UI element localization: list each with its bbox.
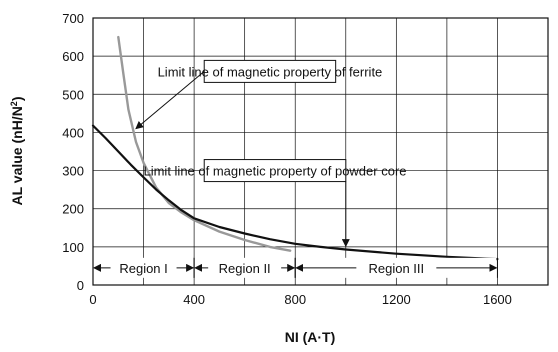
- x-tick-label: 1600: [483, 292, 512, 307]
- grid-lines: [93, 18, 548, 285]
- region-label-background: [356, 258, 437, 277]
- ferrite-callout-arrow: [135, 71, 205, 130]
- x-tick-label: 1200: [382, 292, 411, 307]
- region-layer: Region I Region II Region III: [92, 257, 498, 278]
- y-tick-label: 0: [77, 278, 84, 293]
- y-tick-label: 500: [62, 87, 84, 102]
- y-tick-label: 400: [62, 125, 84, 140]
- x-tick-label: 400: [183, 292, 205, 307]
- y-axis-label: AL value (nH/N2): [9, 97, 25, 206]
- ferrite-limit-curve: [117, 35, 292, 252]
- series-layer: [91, 35, 499, 261]
- powder-core-callout-box: [203, 159, 347, 183]
- y-tick-label: 600: [62, 49, 84, 64]
- y-tick-label: 300: [62, 164, 84, 179]
- powder-core-callout-text: Limit line of magnetic property of powde…: [143, 164, 406, 179]
- region-label: Region III: [369, 261, 425, 276]
- plot-frame: [92, 17, 549, 286]
- y-tick-label: 200: [62, 202, 84, 217]
- x-tick-label: 800: [284, 292, 306, 307]
- y-axis-label-main: AL value (nH/N: [9, 106, 25, 205]
- region-label-background: [208, 258, 282, 277]
- annotation-layer: Limit line of magnetic property of ferri…: [135, 59, 407, 248]
- region-label-background: [110, 258, 177, 277]
- region-label: Region I: [119, 261, 167, 276]
- y-tick-label: 100: [62, 240, 84, 255]
- x-axis-label: NI (A·T): [285, 329, 336, 345]
- ferrite-callout-text: Limit line of magnetic property of ferri…: [158, 64, 383, 79]
- x-tick-label: 0: [89, 292, 96, 307]
- powder-core-limit-curve: [91, 124, 499, 261]
- y-axis-label-close: ): [9, 97, 25, 102]
- y-axis-label-sup: 2: [9, 101, 19, 106]
- y-tick-label: 700: [62, 11, 84, 26]
- region-label: Region II: [219, 261, 271, 276]
- tick-labels: 0 400 800 1200 1600 0 100 200 300 400 500 600 700: [62, 11, 512, 307]
